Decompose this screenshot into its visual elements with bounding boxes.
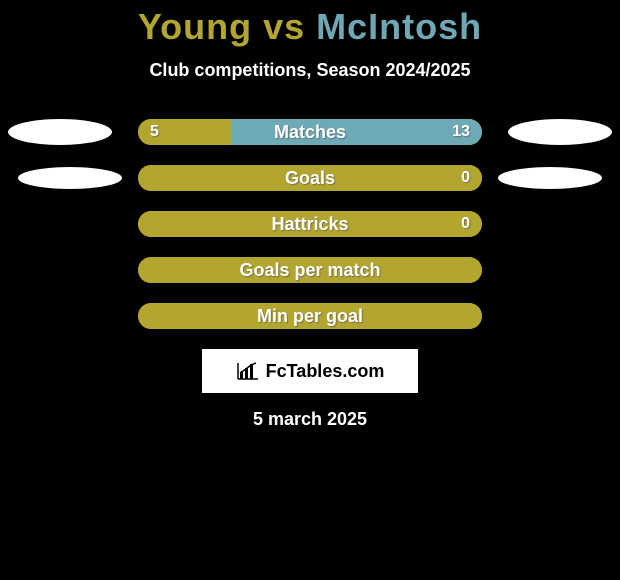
stat-bar-right-fill	[231, 119, 482, 145]
stat-bar	[138, 119, 482, 145]
stat-row: Min per goal	[0, 303, 620, 329]
stat-bar	[138, 257, 482, 283]
subtitle: Club competitions, Season 2024/2025	[0, 60, 620, 81]
stat-value-right: 0	[461, 211, 470, 237]
stat-bar	[138, 165, 482, 191]
player2-ellipse	[498, 167, 602, 189]
stat-bar	[138, 211, 482, 237]
page-title: Young vs McIntosh	[0, 0, 620, 48]
stat-value-left: 5	[150, 119, 159, 145]
logo-box: FcTables.com	[202, 349, 418, 393]
stat-bar-left-fill	[138, 257, 482, 283]
stat-bar	[138, 303, 482, 329]
player1-ellipse	[18, 167, 122, 189]
stat-bar-left-fill	[138, 211, 482, 237]
stat-row: Matches513	[0, 119, 620, 145]
date-label: 5 march 2025	[0, 409, 620, 430]
stat-value-right: 13	[452, 119, 470, 145]
stat-row: Goals0	[0, 165, 620, 191]
player2-ellipse	[508, 119, 612, 145]
stat-row: Hattricks0	[0, 211, 620, 237]
stat-value-right: 0	[461, 165, 470, 191]
stat-row: Goals per match	[0, 257, 620, 283]
bar-chart-icon	[236, 361, 260, 381]
player1-name: Young	[138, 6, 252, 47]
player1-ellipse	[8, 119, 112, 145]
player2-name: McIntosh	[316, 6, 482, 47]
stat-bar-left-fill	[138, 165, 482, 191]
title-vs: vs	[252, 6, 316, 47]
stat-bar-left-fill	[138, 303, 482, 329]
stats-chart: Matches513Goals0Hattricks0Goals per matc…	[0, 119, 620, 329]
logo-text: FcTables.com	[266, 361, 385, 382]
comparison-card: Young vs McIntosh Club competitions, Sea…	[0, 0, 620, 580]
